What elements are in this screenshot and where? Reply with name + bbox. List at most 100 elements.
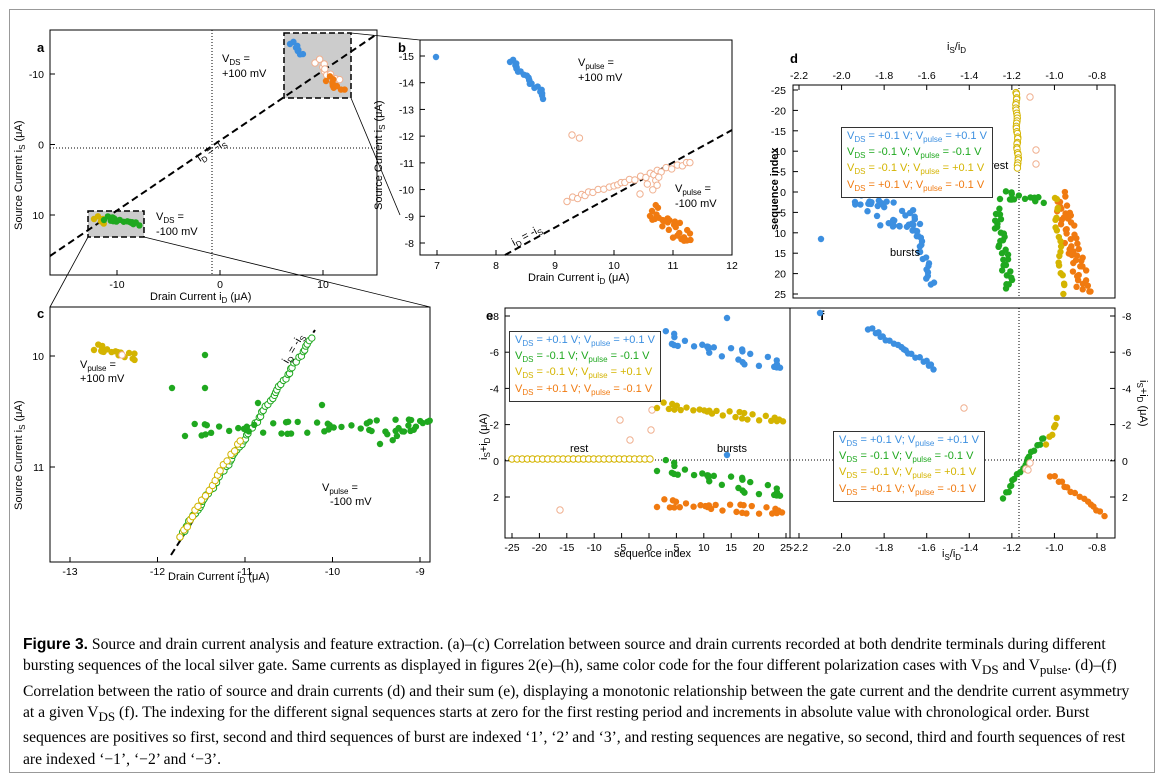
scatter-point (1049, 431, 1056, 439)
scatter-point (723, 451, 731, 459)
scatter-point (299, 50, 307, 58)
scatter-point (1079, 263, 1086, 270)
legend-entry: VDS = -0.1 V; Vpulse = +0.1 V (847, 162, 985, 177)
y-tick-label: -25 (771, 85, 786, 97)
y-tick-label: 2 (493, 492, 499, 504)
scatter-point (1026, 459, 1034, 467)
y-tick-label: -2 (490, 420, 499, 432)
scatter-point (1071, 489, 1079, 497)
scatter-point (563, 197, 571, 206)
scatter-point (916, 354, 923, 361)
x-tick-label: -1.0 (1045, 70, 1063, 82)
scatter-point (191, 420, 198, 428)
x-tick-label: 20 (753, 542, 765, 554)
legend-entry: VDS = +0.1 V; Vpulse = +0.1 V (515, 334, 655, 349)
scatter-point (669, 234, 677, 241)
scatter-point (755, 510, 763, 517)
y-tick-label: -9 (405, 211, 414, 223)
x-tick-label: 5 (673, 542, 679, 554)
scatter-point (1073, 235, 1080, 242)
y-tick-label: -8 (405, 238, 414, 250)
legend-entry: VDS = -0.1 V; Vpulse = +0.1 V (839, 466, 977, 481)
scatter-point (1055, 262, 1063, 269)
scatter-point (653, 211, 660, 218)
legend-entry: VDS = +0.1 V; Vpulse = -0.1 V (515, 382, 653, 397)
scatter-point (908, 220, 916, 227)
scatter-point (653, 404, 661, 412)
scatter-point (384, 431, 391, 438)
scatter-point (732, 413, 739, 421)
legend-panel-e: VDS = +0.1 V; Vpulse = +0.1 V VDS = -0.1 … (509, 331, 661, 402)
x-tick-label: -20 (532, 542, 547, 554)
scatter-point (697, 502, 704, 509)
scatter-point (996, 205, 1003, 212)
panel-a-ylabel: Source Current iS (μA) (13, 121, 27, 231)
panel-e-ann-bursts: bursts (717, 443, 747, 455)
scatter-point (1073, 283, 1080, 291)
panel-c-ann-pos-val: +100 mV (80, 373, 125, 385)
scatter-point (741, 409, 748, 417)
y-tick-label: -8 (1122, 311, 1131, 323)
panel-c: c -13 -12 -11 -10 -9 10 11 Drain Current iD (… (13, 306, 433, 585)
scatter-point (922, 254, 930, 261)
scatter-point (1054, 206, 1061, 213)
x-tick-label: 15 (725, 542, 737, 554)
scatter-point (996, 211, 1004, 218)
scatter-point (911, 227, 919, 234)
scatter-point (741, 361, 748, 368)
scatter-point (911, 213, 918, 220)
scatter-point (1008, 482, 1015, 489)
figure-plots: a -10 0 10 -10 0 10 Drain Current iD (μA) So… (13, 29, 1149, 585)
scatter-point (1032, 160, 1040, 168)
scatter-point (1067, 235, 1075, 243)
legend-entry: VDS = +0.1 V; Vpulse = -0.1 V (847, 178, 985, 193)
y-tick-label: 2 (1122, 492, 1128, 504)
scatter-point (294, 418, 301, 426)
scatter-point (216, 467, 224, 475)
scatter-point (712, 501, 719, 509)
y-tick-label: -10 (399, 185, 414, 197)
y-tick-label: -4 (1122, 383, 1131, 395)
scatter-point (1037, 441, 1044, 448)
legend-entry: VDS = -0.1 V; Vpulse = -0.1 V (847, 146, 982, 161)
scatter-point (686, 230, 694, 237)
scatter-point (778, 509, 786, 516)
x-tick-label: -1.4 (960, 542, 978, 554)
scatter-point (235, 424, 242, 432)
panel-a-points (90, 38, 348, 229)
scatter-point (719, 507, 726, 514)
x-tick-label: -2.0 (833, 70, 851, 82)
panel-b-y-ticks: -15 -14 -13 -12 -11 -10 -9 -8 (399, 51, 425, 250)
scatter-point (1032, 146, 1040, 154)
zoom-connector-b (350, 97, 401, 216)
scatter-point (660, 217, 668, 225)
scatter-point (909, 206, 917, 214)
scatter-point (681, 337, 689, 345)
scatter-point (733, 508, 740, 516)
panel-e-x-ticks: -25 -20 -15 -10 -5 0 5 10 15 20 25 (504, 533, 792, 554)
scatter-point (699, 341, 706, 348)
scatter-point (727, 473, 735, 480)
scatter-point (764, 353, 772, 361)
scatter-point (874, 202, 881, 210)
scatter-point (649, 186, 657, 194)
scatter-point (672, 498, 680, 505)
x-tick-label: -1.4 (960, 70, 978, 82)
scatter-point (916, 248, 924, 256)
scatter-point (916, 220, 924, 228)
scatter-point (1008, 190, 1015, 198)
scatter-point (890, 222, 897, 229)
panel-b-x-ticks: 7 8 9 10 11 12 (434, 250, 738, 272)
scatter-point (1004, 251, 1012, 258)
scatter-point (225, 427, 233, 435)
panel-a-x-ticks: -10 0 10 (109, 270, 329, 291)
scatter-point (1068, 251, 1075, 259)
scatter-point (690, 471, 698, 479)
panel-e-letter: e (486, 308, 493, 323)
panel-b-ann-line: iD = -iS (510, 223, 545, 250)
caption-title: Source and drain current analysis and fe… (88, 636, 444, 653)
y-tick-label: 11 (33, 462, 44, 474)
scatter-point (1024, 466, 1032, 474)
scatter-point (1002, 246, 1009, 253)
scatter-point (1074, 240, 1081, 247)
